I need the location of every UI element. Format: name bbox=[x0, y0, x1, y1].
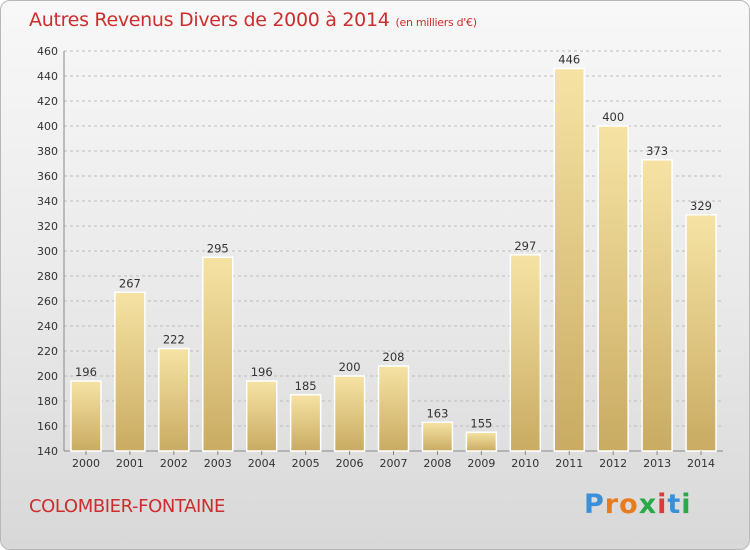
bar-value-label: 329 bbox=[690, 199, 712, 213]
x-tick-label: 2009 bbox=[467, 457, 495, 470]
y-tick-label: 360 bbox=[37, 170, 58, 183]
logo-letter: r bbox=[604, 489, 620, 520]
bar-value-label: 196 bbox=[251, 365, 273, 379]
y-tick-label: 420 bbox=[37, 95, 58, 108]
x-tick-label: 2014 bbox=[687, 457, 715, 470]
bar-value-label: 200 bbox=[339, 360, 361, 374]
bar-2008 bbox=[421, 421, 454, 452]
y-tick-label: 280 bbox=[37, 270, 58, 283]
x-tick-label: 2000 bbox=[72, 457, 100, 470]
bar-2005 bbox=[289, 394, 322, 452]
logo-letter: t bbox=[667, 489, 682, 520]
y-tick-label: 260 bbox=[37, 295, 58, 308]
bar-value-label: 297 bbox=[514, 239, 536, 253]
logo-letter: x bbox=[638, 489, 658, 520]
bar-value-label: 208 bbox=[383, 350, 405, 364]
bar-2000 bbox=[70, 380, 102, 452]
x-tick-label: 2003 bbox=[204, 457, 232, 470]
x-tick-label: 2005 bbox=[292, 457, 320, 470]
y-tick-label: 220 bbox=[37, 345, 58, 358]
x-tick-label: 2006 bbox=[336, 457, 364, 470]
bar-2010 bbox=[509, 254, 542, 452]
chart-title-unit: (en milliers d'€) bbox=[395, 16, 477, 29]
y-tick-label: 320 bbox=[37, 220, 58, 233]
x-tick-label: 2013 bbox=[643, 457, 671, 470]
x-tick-label: 2007 bbox=[380, 457, 408, 470]
bar-2014 bbox=[685, 214, 717, 452]
y-tick-label: 300 bbox=[37, 245, 58, 258]
y-tick-label: 180 bbox=[37, 395, 58, 408]
y-tick-label: 340 bbox=[37, 195, 58, 208]
bar-2006 bbox=[333, 375, 366, 452]
bar-value-label: 446 bbox=[558, 53, 580, 67]
bar-value-label: 222 bbox=[163, 333, 185, 347]
bar-2007 bbox=[377, 365, 410, 452]
logo-letter: i bbox=[657, 489, 668, 520]
x-tick-label: 2010 bbox=[511, 457, 539, 470]
y-tick-label: 160 bbox=[37, 420, 58, 433]
bar-2001 bbox=[114, 291, 146, 452]
y-tick-label: 240 bbox=[37, 320, 58, 333]
bar-value-label: 295 bbox=[207, 241, 229, 255]
bar-2003 bbox=[202, 256, 234, 452]
x-tick-label: 2002 bbox=[160, 457, 188, 470]
bar-2002 bbox=[158, 347, 190, 452]
bar-value-label: 185 bbox=[295, 379, 317, 393]
chart-title: Autres Revenus Divers de 2000 à 2014 (en … bbox=[29, 9, 477, 31]
bar-value-label: 155 bbox=[470, 416, 492, 430]
x-tick-label: 2004 bbox=[248, 457, 276, 470]
y-tick-label: 380 bbox=[37, 145, 58, 158]
bar-value-label: 267 bbox=[119, 276, 141, 290]
bar-2011 bbox=[553, 67, 585, 452]
bar-value-label: 400 bbox=[602, 110, 624, 124]
bar-value-label: 163 bbox=[426, 406, 448, 420]
x-tick-label: 2008 bbox=[423, 457, 451, 470]
y-tick-label: 400 bbox=[37, 120, 58, 133]
x-tick-label: 2001 bbox=[116, 457, 144, 470]
y-tick-label: 140 bbox=[37, 445, 58, 458]
logo-letter: P bbox=[584, 489, 605, 520]
proxiti-logo: Proxiti bbox=[584, 489, 692, 520]
y-tick-label: 460 bbox=[37, 45, 58, 58]
bar-2004 bbox=[245, 380, 278, 452]
y-tick-label: 200 bbox=[37, 370, 58, 383]
bar-2012 bbox=[597, 125, 629, 452]
bar-value-label: 373 bbox=[646, 144, 668, 158]
bar-2009 bbox=[465, 431, 498, 452]
x-tick-label: 2011 bbox=[555, 457, 583, 470]
chart-title-text: Autres Revenus Divers de 2000 à 2014 bbox=[29, 9, 390, 31]
x-tick-label: 2012 bbox=[599, 457, 627, 470]
commune-name: COLOMBIER-FONTAINE bbox=[29, 496, 225, 517]
bar-value-label: 196 bbox=[75, 365, 97, 379]
logo-letter: o bbox=[619, 489, 639, 520]
y-tick-label: 440 bbox=[37, 70, 58, 83]
bar-2013 bbox=[641, 159, 673, 452]
logo-letter: i bbox=[681, 489, 692, 520]
bar-chart: 140 160 180 200 220 240 260 280 300 320 340 360 380 4… bbox=[37, 45, 723, 470]
